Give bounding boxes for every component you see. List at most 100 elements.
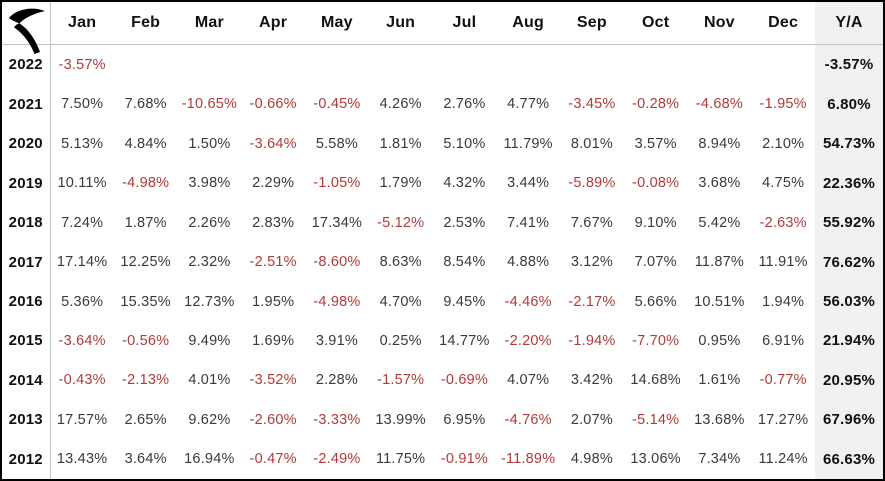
return-cell: 1.94% (762, 293, 805, 310)
return-cell: 5.42% (698, 214, 741, 231)
return-cell: -2.51% (249, 254, 297, 271)
return-cell: 5.36% (61, 293, 104, 310)
return-cell (178, 44, 242, 85)
yearly-total-cell: 56.03% (815, 281, 883, 322)
return-cell: 1.69% (252, 332, 295, 349)
table-row: 2014 -0.43% -2.13% 4.01% -3.52% 2.28% -1.57% -0… (2, 360, 883, 401)
month-header: Sep (560, 2, 624, 45)
return-cell (241, 44, 305, 85)
return-cell: -0.56% (122, 332, 170, 349)
year-label: 2013 (2, 400, 51, 440)
return-cell: 10.51% (694, 293, 745, 310)
return-cell: 13.06% (630, 451, 681, 468)
return-cell: 8.63% (379, 254, 422, 271)
return-cell (688, 44, 752, 85)
return-cell: -8.60% (313, 254, 361, 271)
table-row: 2018 7.24% 1.87% 2.26% 2.83% 17.34% -5.12% 2.53… (2, 202, 883, 243)
return-cell: 4.98% (570, 451, 613, 468)
yearly-total-cell: 22.36% (815, 163, 883, 203)
month-header: Nov (687, 2, 752, 45)
return-cell: 8.94% (698, 135, 741, 152)
return-cell: 4.01% (188, 372, 231, 389)
return-cell: 2.83% (252, 214, 295, 231)
return-cell: 14.68% (630, 372, 681, 389)
return-cell: 11.91% (758, 254, 808, 271)
return-cell: -11.89% (500, 451, 556, 468)
return-cell: 9.62% (188, 411, 231, 428)
return-cell: 13.43% (56, 451, 108, 468)
return-cell: 15.35% (120, 293, 171, 310)
return-cell: 1.50% (188, 135, 231, 152)
month-header: Mar (177, 2, 242, 45)
return-cell: -0.69% (440, 372, 488, 389)
return-cell: 9.45% (443, 293, 486, 310)
month-header: Jul (432, 2, 497, 45)
return-cell: -0.28% (632, 96, 680, 113)
return-cell: 8.54% (443, 254, 486, 271)
return-cell: -4.46% (504, 293, 552, 310)
return-cell: 5.58% (315, 135, 358, 152)
return-cell: 3.12% (570, 254, 613, 271)
return-cell: -5.14% (632, 411, 680, 428)
year-label: 2015 (2, 321, 51, 361)
year-label: 2020 (2, 124, 51, 164)
return-cell: 9.49% (188, 332, 231, 349)
year-label: 2022 (2, 44, 51, 85)
return-cell (624, 44, 688, 85)
return-cell: 2.32% (188, 254, 231, 271)
year-label: 2019 (2, 163, 51, 203)
table-row: 2021 7.50% 7.68% -10.65% -0.66% -0.45% 4.26% 2.… (2, 84, 883, 125)
table-row: 2013 17.57% 2.65% 9.62% -2.60% -3.33% 13.99% 6.… (2, 400, 883, 440)
return-cell: 9.10% (634, 214, 677, 231)
return-cell (433, 44, 497, 85)
return-cell: 5.13% (61, 135, 104, 152)
return-cell: -0.77% (759, 372, 807, 389)
return-cell: -2.13% (122, 372, 170, 389)
return-cell: 3.44% (507, 175, 550, 192)
month-header: Dec (751, 2, 815, 45)
return-cell: 13.68% (694, 411, 745, 428)
return-cell: 1.95% (252, 293, 295, 310)
return-cell: -3.33% (313, 411, 361, 428)
return-cell: -2.63% (759, 214, 807, 231)
return-cell: -4.98% (313, 293, 361, 310)
return-cell (305, 44, 369, 85)
return-cell: -4.76% (504, 411, 552, 428)
return-cell: -0.47% (249, 451, 297, 468)
return-cell: 7.24% (61, 214, 104, 231)
month-header: Jan (50, 2, 114, 45)
return-cell: -3.45% (568, 96, 616, 113)
year-label: 2016 (2, 281, 51, 322)
return-cell: 1.81% (379, 135, 422, 152)
return-cell: 7.67% (570, 214, 613, 231)
return-cell: 3.64% (124, 451, 167, 468)
return-cell: 2.07% (570, 411, 613, 428)
return-cell: 10.11% (57, 175, 107, 192)
return-cell: -2.60% (249, 411, 297, 428)
return-cell (560, 44, 624, 85)
header-row: Jan Feb Mar Apr May Jun Jul Aug Sep Oct Nov Dec Y/A (2, 2, 883, 54)
return-cell: 2.29% (252, 175, 295, 192)
return-cell: 2.53% (443, 214, 486, 231)
return-cell: -4.98% (122, 175, 170, 192)
return-cell: 2.76% (443, 96, 486, 113)
return-cell: 11.79% (503, 135, 553, 152)
yearly-total-cell: 21.94% (815, 321, 883, 361)
table-row: 2012 13.43% 3.64% 16.94% -0.47% -2.49% 11.75% -… (2, 439, 883, 479)
year-label: 2014 (2, 360, 51, 401)
return-cell: 11.75% (375, 451, 426, 468)
return-cell: 3.68% (698, 175, 741, 192)
return-cell: 2.28% (315, 372, 358, 389)
return-cell: -0.43% (58, 372, 106, 389)
return-cell: -7.70% (632, 332, 680, 349)
return-cell: 17.57% (56, 411, 108, 428)
return-cell: -5.12% (377, 214, 425, 231)
return-cell: 4.84% (124, 135, 167, 152)
return-cell (114, 44, 178, 85)
return-cell: -3.52% (249, 372, 297, 389)
return-cell: 7.07% (634, 254, 677, 271)
year-label: 2017 (2, 242, 51, 282)
return-cell: -0.45% (313, 96, 361, 113)
return-cell: 4.88% (507, 254, 550, 271)
